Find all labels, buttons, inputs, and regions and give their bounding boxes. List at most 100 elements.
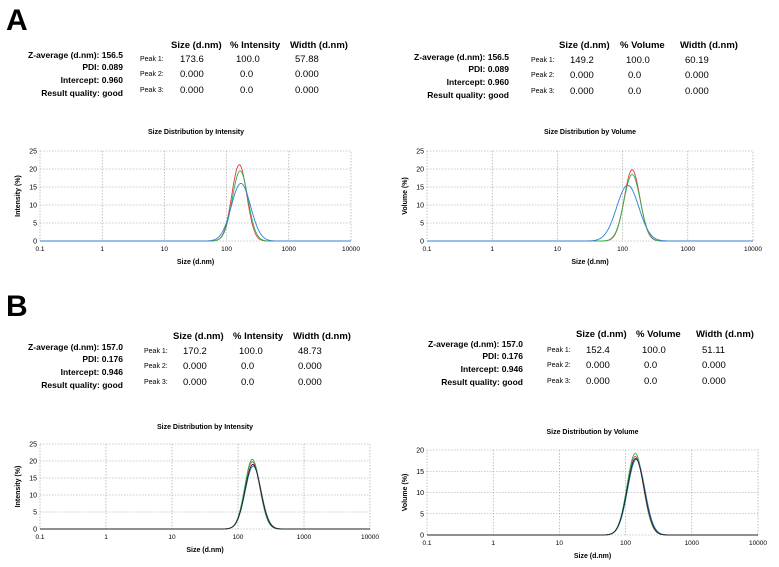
peak-pct: 0.0 — [628, 70, 642, 81]
peak-label: Peak 3: — [531, 88, 555, 95]
x-tick-label: 10000 — [749, 540, 767, 547]
x-tick-label: 10 — [556, 540, 564, 547]
y-tick-label: 10 — [29, 203, 37, 210]
x-tick-label: 1000 — [681, 246, 696, 253]
plot-frame — [426, 150, 754, 242]
x-tick-label: 1000 — [297, 534, 312, 541]
pdi: PDI: 0.089 — [82, 62, 123, 72]
series-line-record-2 — [40, 170, 351, 242]
peak-width: 60.19 — [685, 55, 709, 66]
pdi: PDI: 0.089 — [468, 64, 509, 74]
peak-size: 0.000 — [570, 86, 594, 97]
y-tick-label: 15 — [29, 476, 37, 483]
peak-pct: 0.0 — [644, 360, 658, 371]
peak-size: 0.000 — [180, 85, 204, 96]
y-tick-label: 25 — [416, 149, 424, 156]
peak-size: 170.2 — [183, 346, 207, 357]
y-tick-label: 25 — [29, 149, 37, 156]
peak-width: 0.000 — [702, 376, 726, 387]
series-line-record-2 — [40, 458, 370, 530]
peak-label: Peak 3: — [547, 378, 571, 385]
intercept: Intercept: 0.946 — [460, 364, 523, 374]
peak-pct: 0.0 — [241, 361, 255, 372]
x-axis-label: Size (d.nm) — [574, 553, 611, 560]
col-width: Width (d.nm) — [290, 40, 348, 51]
peak-width: 0.000 — [702, 360, 726, 371]
peak-label: Peak 1: — [144, 348, 168, 355]
peak-pct: 0.0 — [240, 85, 254, 96]
col-pct: % Intensity — [230, 40, 281, 51]
series-line-record-1 — [40, 164, 351, 242]
col-width: Width (d.nm) — [696, 329, 754, 340]
x-tick-label: 0.1 — [422, 540, 431, 547]
chart-title: Size Distribution by Volume — [543, 129, 637, 136]
y-axis-label: Volume (%) — [402, 177, 409, 215]
chart-b-volume: 0 5 10 15 20 0.1 1 10 100 1000 10000 Size (d.nm) Vol… — [402, 448, 767, 561]
col-width: Width (d.nm) — [680, 40, 738, 51]
y-tick-label: 0 — [33, 239, 37, 246]
peak-size: 0.000 — [586, 376, 610, 387]
panel-a-label: A — [6, 4, 28, 37]
col-size: Size (d.nm) — [173, 331, 224, 342]
peak-pct: 0.0 — [241, 377, 255, 388]
peak-label: Peak 1: — [531, 57, 555, 64]
peak-width: 0.000 — [685, 70, 709, 81]
x-tick-label: 10000 — [361, 534, 379, 541]
y-tick-label: 15 — [29, 185, 37, 192]
panel-b-label: B — [6, 290, 28, 323]
result-quality: Result quality: good — [41, 380, 123, 390]
peak-label: Peak 2: — [144, 363, 168, 370]
y-tick-label: 10 — [416, 490, 424, 497]
peak-width: 0.000 — [295, 69, 319, 80]
peak-pct: 100.0 — [626, 55, 650, 66]
x-tick-label: 100 — [221, 246, 232, 253]
y-tick-label: 15 — [416, 469, 424, 476]
chart-b-intensity: 0 5 10 15 20 25 0.1 1 10 100 1000 10000 Size (d.nm) I… — [15, 442, 379, 555]
y-tick-label: 5 — [420, 511, 424, 518]
peak-pct: 0.0 — [240, 69, 254, 80]
y-axis-label: Intensity (%) — [15, 175, 22, 217]
peak-width: 57.88 — [295, 54, 319, 65]
peak-width: 48.73 — [298, 346, 322, 357]
x-tick-label: 0.1 — [35, 246, 44, 253]
x-tick-label: 100 — [620, 540, 631, 547]
pdi: PDI: 0.176 — [82, 354, 123, 364]
series-line-record-3 — [427, 458, 758, 536]
x-tick-label: 10000 — [744, 246, 762, 253]
x-axis-label: Size (d.nm) — [571, 259, 608, 266]
x-tick-label: 1000 — [282, 246, 297, 253]
peak-label: Peak 1: — [547, 347, 571, 354]
z-average: Z-average (d.nm): 156.5 — [28, 50, 123, 60]
x-axis-label: Size (d.nm) — [177, 259, 214, 266]
y-tick-label: 0 — [420, 239, 424, 246]
peak-label: Peak 2: — [547, 362, 571, 369]
x-tick-label: 1 — [491, 540, 495, 547]
peak-size: 0.000 — [180, 69, 204, 80]
col-pct: % Volume — [636, 329, 681, 340]
result-quality: Result quality: good — [41, 88, 123, 98]
peak-size: 0.000 — [183, 361, 207, 372]
plot-frame — [39, 443, 371, 530]
y-tick-label: 0 — [33, 527, 37, 534]
peak-label: Peak 1: — [140, 56, 164, 63]
y-tick-label: 10 — [29, 493, 37, 500]
series-line-record-3 — [427, 184, 753, 242]
intercept: Intercept: 0.946 — [60, 367, 123, 377]
peak-pct: 100.0 — [239, 346, 263, 357]
y-tick-label: 5 — [33, 221, 37, 228]
peak-label: Peak 3: — [140, 87, 164, 94]
series-line-record-2 — [427, 173, 753, 242]
y-tick-label: 5 — [420, 221, 424, 228]
peak-size: 0.000 — [586, 360, 610, 371]
peak-width: 0.000 — [298, 361, 322, 372]
y-tick-label: 15 — [416, 185, 424, 192]
peak-width: 51.11 — [702, 345, 726, 356]
peak-width: 0.000 — [295, 85, 319, 96]
col-size: Size (d.nm) — [559, 40, 610, 51]
peak-label: Peak 2: — [531, 72, 555, 79]
peak-label: Peak 3: — [144, 379, 168, 386]
y-tick-label: 0 — [420, 533, 424, 540]
y-tick-label: 20 — [29, 167, 37, 174]
chart-a-volume: 0 5 10 15 20 25 0.1 1 10 100 1000 10000 Size (d.nm) V… — [402, 149, 762, 267]
y-axis-label: Intensity (%) — [15, 466, 22, 508]
